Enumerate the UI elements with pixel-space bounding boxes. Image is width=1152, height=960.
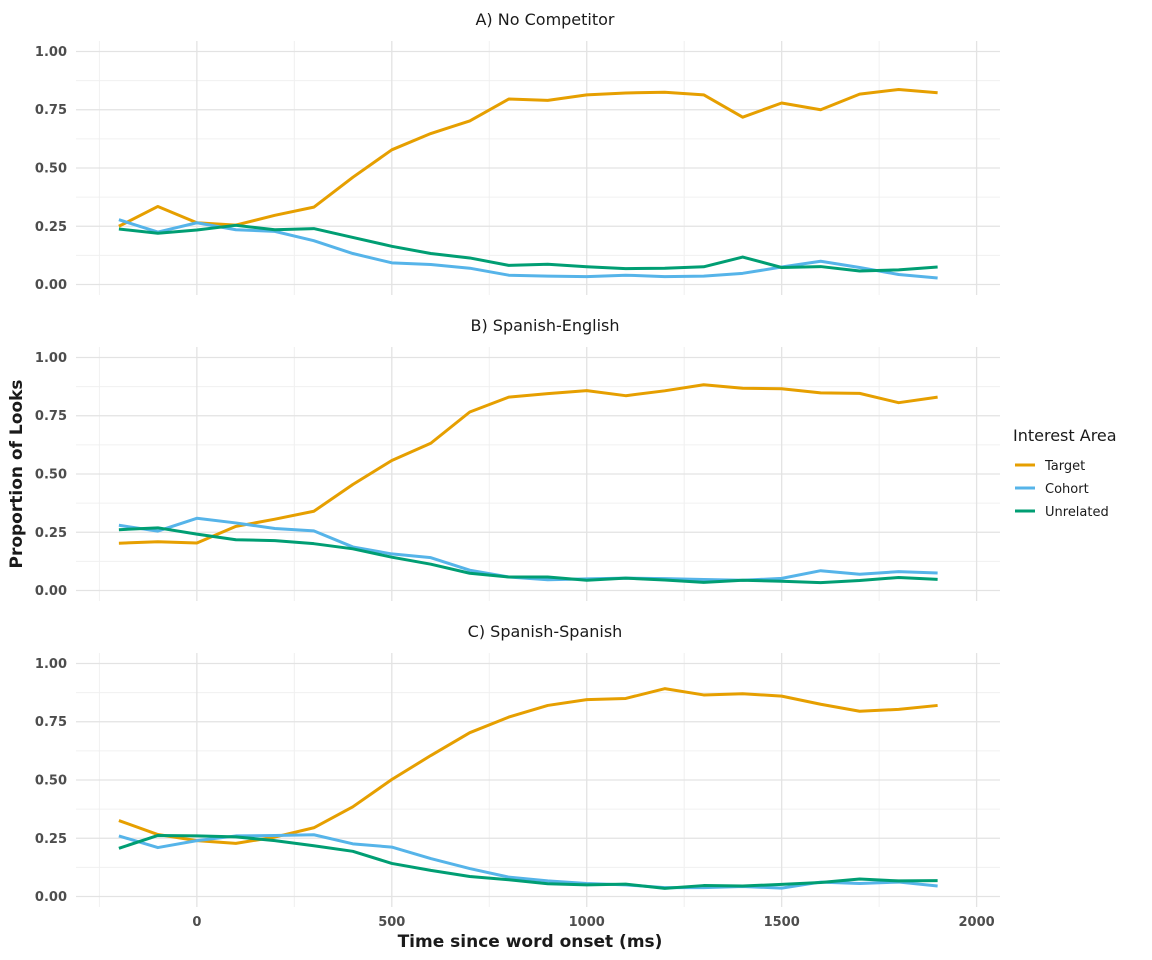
y-tick-label: 1.00 [35, 351, 67, 366]
chart-panel-3: 0.00 0.25 0.50 0.75 1.00 C) Spanish-Spanish 0 5… [35, 622, 1000, 930]
legend-entry-target: Target [1015, 459, 1085, 474]
chart-panel-2: 0.00 0.25 0.50 0.75 1.00 B) Spanish-English [35, 316, 1000, 601]
y-tick-label: 0.00 [35, 890, 67, 905]
legend-label: Unrelated [1045, 505, 1109, 520]
y-tick-label: 0.75 [35, 715, 67, 730]
y-tick-label: 0.75 [35, 103, 67, 118]
series-line-unrelated [118, 526, 938, 585]
y-tick-label: 1.00 [35, 45, 67, 60]
y-tick-label: 0.25 [35, 220, 67, 235]
y-tick-label: 1.00 [35, 657, 67, 672]
chart-panel-1: 0.00 0.25 0.50 0.75 1.00 A) No Competitor [35, 10, 1000, 295]
y-tick-label: 0.75 [35, 409, 67, 424]
panel-title: C) Spanish-Spanish [468, 622, 623, 641]
legend-label: Target [1044, 459, 1085, 474]
series-line-target [118, 383, 938, 545]
y-tick-label: 0.25 [35, 832, 67, 847]
x-tick-label: 1500 [764, 915, 800, 930]
series-line-unrelated [118, 223, 938, 273]
series-line-cohort [118, 833, 938, 890]
y-tick-label: 0.50 [35, 468, 67, 483]
series-line-cohort [118, 218, 938, 280]
y-tick-label: 0.25 [35, 526, 67, 541]
x-tick-label: 2000 [959, 915, 995, 930]
series-line-target [118, 687, 938, 845]
y-tick-label: 0.50 [35, 774, 67, 789]
y-tick-label: 0.00 [35, 584, 67, 599]
x-tick-label: 1000 [569, 915, 605, 930]
x-tick-label: 0 [192, 915, 201, 930]
series-line-target [118, 87, 938, 228]
panel-title: B) Spanish-English [470, 316, 619, 335]
legend-title: Interest Area [1013, 426, 1117, 445]
legend-entry-cohort: Cohort [1015, 482, 1089, 497]
y-axis-title: Proportion of Looks [7, 379, 27, 568]
legend-label: Cohort [1045, 482, 1089, 497]
chart-panels: 0.000.250.500.751.00A) No Competitor0.00… [35, 10, 1000, 930]
legend-entry-unrelated: Unrelated [1015, 505, 1109, 520]
series-line-unrelated [118, 833, 938, 890]
series-line-cohort [118, 516, 938, 582]
x-tick-label: 500 [378, 915, 405, 930]
x-axis-title: Time since word onset (ms) [398, 932, 663, 952]
y-tick-label: 0.00 [35, 278, 67, 293]
panel-title: A) No Competitor [475, 10, 614, 29]
y-tick-label: 0.50 [35, 162, 67, 177]
legend: Interest Area Target Cohort Unrelated [1013, 426, 1117, 520]
